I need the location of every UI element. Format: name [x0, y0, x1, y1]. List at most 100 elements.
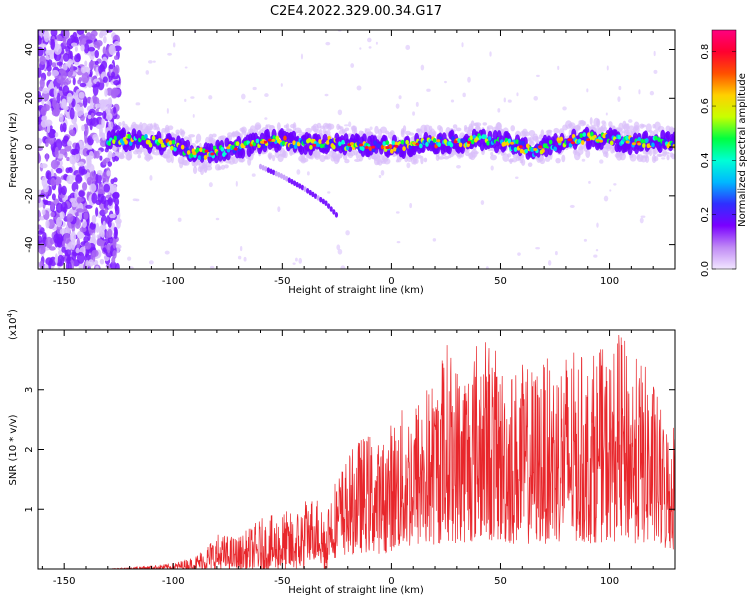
spectrogram-noise-blob [81, 71, 90, 84]
spectrogram-peak-blob [557, 140, 562, 144]
spectrogram-noise-blob [461, 42, 464, 48]
spectrogram-halo-blob [203, 159, 208, 168]
spectrogram-core-blob [171, 139, 176, 145]
spectrogram-trace-blob [311, 191, 315, 198]
spectrogram-noise-blob [209, 265, 215, 269]
spectrogram-noise-blob [50, 30, 58, 37]
spectrogram-noise-blob [38, 195, 41, 204]
spectrogram-halo-blob [175, 129, 180, 135]
spectrogram-noise-blob [106, 170, 111, 177]
snr-x-axis-label: Height of straight line (km) [288, 585, 424, 596]
spectrogram-core-blob [432, 138, 437, 143]
spectrogram-noise-blob [480, 200, 485, 205]
spectrogram-trace-blob [329, 206, 333, 212]
spectrogram-core-blob [199, 147, 203, 153]
spectrogram-trace-blob [269, 168, 273, 175]
spectrogram-noise-blob [562, 106, 567, 111]
spectrogram-noise-blob [252, 86, 257, 91]
spectrogram-core-blob [121, 140, 125, 146]
spectrogram-noise-blob [557, 65, 560, 70]
spectrogram-halo-blob [653, 147, 659, 155]
spectrogram-noise-blob [306, 171, 310, 176]
spectrogram-noise-blob [58, 183, 62, 196]
spectrogram-trace-blob [274, 170, 278, 177]
spectrogram-core-blob [629, 137, 634, 142]
spectrogram-halo-blob [527, 162, 533, 167]
spectrogram-peak-blob [359, 143, 364, 147]
spectrogram-core-blob [325, 140, 330, 145]
spectrogram-halo-blob [313, 151, 321, 160]
spectrogram-core-blob [112, 139, 116, 145]
spectrogram-noise-blob [490, 165, 494, 171]
spectrogram-core-blob [220, 146, 225, 152]
spectrogram-halo-blob [423, 157, 428, 163]
spectrogram-noise-blob [66, 38, 74, 50]
spectrogram-noise-blob [547, 260, 552, 266]
spectrogram-halo-blob [645, 123, 652, 133]
spectrogram-noise-blob [98, 99, 107, 105]
spectrogram-noise-blob [108, 184, 115, 193]
spectrogram-noise-blob [337, 248, 343, 255]
spectrogram-noise-blob [41, 208, 46, 216]
spectrogram-noise-blob [128, 266, 134, 269]
spectrogram-halo-blob [109, 121, 114, 129]
spectrogram-noise-blob [44, 49, 53, 56]
spectrogram-halo-blob [653, 155, 659, 162]
spectrogram-noise-blob [94, 49, 99, 59]
spectrogram-core-blob [385, 140, 390, 146]
x-tick-label: 50 [494, 576, 507, 587]
spectrogram-halo-blob [523, 131, 530, 137]
spectrogram-x-ticks: -150 -100 -50 0 50 100 [41, 30, 676, 287]
spectrogram-core-blob [235, 141, 240, 147]
spectrogram-noise-blob [208, 182, 213, 188]
spectrogram-core-blob [640, 138, 645, 144]
spectrogram-halo-blob [319, 128, 323, 138]
spectrogram-noise-blob [38, 230, 43, 235]
spectrogram-noise-blob [101, 171, 107, 182]
spectrogram-noise-blob [69, 197, 77, 203]
spectrogram-noise-blob [277, 206, 281, 213]
spectrogram-noise-blob [327, 191, 331, 194]
spectrogram-halo-blob [507, 153, 512, 158]
spectrogram-trace-blob [316, 195, 320, 201]
spectrogram-peak-blob [226, 146, 231, 150]
spectrogram-core-blob [510, 145, 515, 151]
spectrogram-noise-blob [108, 44, 116, 56]
spectrogram-noise-blob [96, 81, 101, 88]
spectrogram-noise-blob [95, 207, 99, 217]
spectrogram-noise-blob [86, 176, 94, 186]
spectrogram-core-blob [651, 142, 655, 148]
spectrogram-noise-blob [113, 226, 118, 233]
spectrogram-noise-blob [39, 163, 48, 169]
spectrogram-noise-blob [649, 90, 655, 96]
spectrogram-noise-blob [152, 60, 156, 63]
spectrogram-noise-blob [104, 88, 108, 97]
spectrogram-noise-blob [149, 175, 153, 181]
spectrogram-band-blob [213, 153, 219, 164]
spectrogram-noise-blob [340, 265, 346, 269]
spectrogram-noise-blob [39, 260, 44, 269]
spectrogram-noise-blob [653, 50, 656, 57]
spectrogram-halo-blob [283, 151, 288, 159]
spectrogram-trace-blob [261, 164, 265, 171]
spectrogram-noise-blob [38, 137, 42, 144]
spectrogram-core-blob [617, 134, 622, 140]
spectrogram-noise-blob [107, 97, 112, 104]
spectrogram-core-blob [148, 142, 153, 148]
spectrogram-halo-blob [110, 152, 116, 158]
spectrogram-core-blob [116, 134, 121, 140]
spectrogram-halo-blob [267, 152, 273, 159]
spectrogram-noise-blob [110, 178, 115, 185]
spectrogram-noise-blob [88, 151, 94, 160]
spectrogram-halo-blob [239, 157, 246, 163]
spectrogram-core-blob [582, 132, 587, 138]
spectrogram-core-blob [341, 139, 345, 145]
spectrogram-halo-blob [415, 154, 422, 159]
spectrogram-peak-blob [599, 139, 604, 143]
spectrogram-core-blob [425, 142, 429, 147]
y-tick-label: -20 [24, 188, 35, 204]
spectrogram-halo-blob [227, 135, 233, 141]
spectrogram-noise-blob [84, 241, 92, 250]
spectrogram-core-blob [173, 146, 177, 152]
